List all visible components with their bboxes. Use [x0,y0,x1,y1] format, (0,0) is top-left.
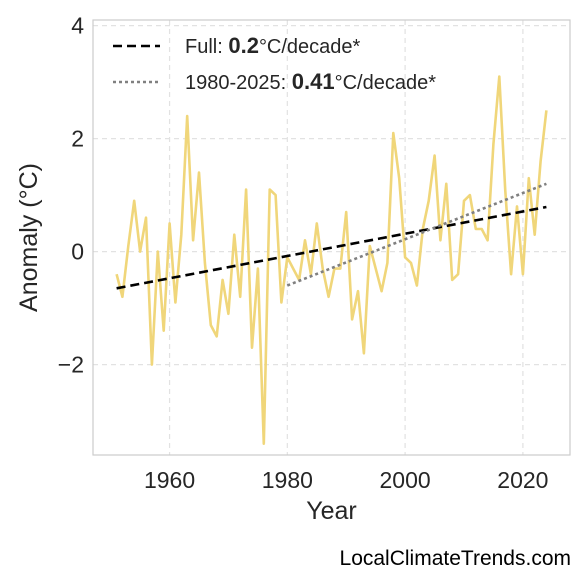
anomaly-series-line [115,75,548,446]
x-tick-label: 1980 [262,467,313,493]
y-tick-label: 2 [71,126,84,152]
y-tick-labels: −2 0 2 4 [58,13,84,378]
legend-label: 1980-2025: 0.41°C/decade* [185,69,436,94]
full-trend-line [116,205,547,290]
legend-trend-value: 0.2 [228,33,259,58]
legend-prefix: Full: [185,36,228,58]
legend-unit: °C/decade* [259,36,361,58]
legend: Full: 0.2°C/decade*1980-2025: 0.41°C/dec… [113,33,436,94]
series-layer [115,75,548,446]
y-tick-label: −2 [58,352,84,378]
grid [93,20,570,455]
plot-frame [92,19,571,456]
x-tick-labels: 1960 1980 2000 2020 [144,467,549,493]
x-tick-label: 2020 [497,467,548,493]
x-tick-label: 1960 [144,467,195,493]
recent-trend-line [286,182,547,287]
legend-trend-value: 0.41 [292,69,335,94]
watermark: LocalClimateTrends.com [339,547,571,570]
y-tick-label: 4 [71,13,84,39]
legend-label: Full: 0.2°C/decade* [185,33,361,58]
y-tick-label: 0 [71,239,84,265]
y-axis-label: Anomaly (°C) [15,163,43,312]
x-tick-label: 2000 [380,467,431,493]
x-axis-label: Year [306,497,357,525]
legend-prefix: 1980-2025: [185,72,292,94]
legend-unit: °C/decade* [335,72,437,94]
